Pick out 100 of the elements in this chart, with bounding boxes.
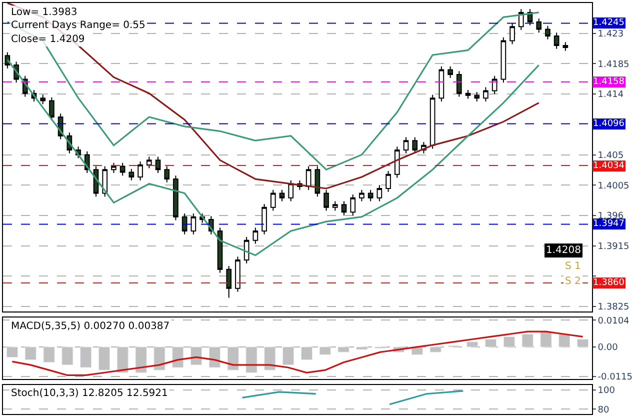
bar	[522, 334, 534, 348]
candlestick	[252, 227, 258, 244]
candlestick	[350, 194, 356, 216]
candlestick	[111, 162, 116, 174]
bar	[540, 331, 552, 348]
bar	[484, 338, 497, 348]
candlestick	[465, 90, 471, 100]
bar	[338, 346, 350, 352]
bar	[80, 346, 92, 368]
candlestick	[279, 189, 285, 202]
line-series	[6, 58, 540, 256]
y-tick-label: 1.423	[598, 30, 624, 40]
y-tick-label: 1.3825	[598, 302, 630, 313]
bar	[116, 346, 128, 373]
bar	[24, 346, 36, 360]
candlestick	[430, 94, 436, 150]
bar	[154, 346, 166, 370]
y-tick-label: 1.3915	[598, 242, 630, 252]
ref-line-label: 1.3860	[593, 278, 625, 288]
annotation: S 2	[565, 276, 581, 287]
y-tick-label: 80	[598, 405, 610, 416]
candlestick	[262, 204, 267, 235]
bar	[6, 346, 18, 358]
candlestick	[128, 168, 134, 181]
candlestick	[341, 200, 347, 216]
y-tick-label: 1.4185	[598, 60, 630, 70]
candlestick	[510, 22, 515, 45]
candlestick	[40, 94, 46, 105]
bar	[430, 346, 442, 352]
candlestick	[483, 86, 488, 102]
candlestick	[376, 184, 382, 202]
bar	[558, 334, 570, 348]
bar	[356, 346, 368, 350]
ref-line-label: 1.4034	[593, 161, 625, 171]
candlestick	[324, 189, 329, 212]
y-tick-label: 1.414	[598, 90, 624, 100]
bar	[264, 346, 276, 370]
bar	[300, 346, 312, 360]
candlestick	[438, 66, 444, 102]
bar	[466, 342, 478, 348]
candlestick	[49, 96, 54, 121]
bar	[43, 346, 55, 363]
annotation: Close= 1.4209	[11, 34, 85, 45]
chart-title: MACD(5,35,5) 0.00270 0.00387	[11, 321, 170, 332]
candlestick	[182, 212, 188, 235]
candlestick	[120, 162, 126, 176]
candlestick	[536, 18, 542, 34]
annotation: Low= 1.3983	[11, 7, 78, 18]
line-series	[11, 330, 584, 376]
candlestick	[164, 166, 170, 183]
candlestick	[500, 36, 506, 84]
bar	[319, 346, 331, 355]
annotation: Current Days Range= 0.55	[11, 20, 146, 31]
bar	[208, 346, 220, 368]
bar	[503, 336, 515, 348]
bar	[190, 346, 202, 366]
candlestick	[190, 212, 196, 235]
candlestick	[288, 180, 294, 202]
candlestick	[562, 42, 568, 52]
y-tick-label: -0.0115	[598, 372, 633, 383]
candlestick	[403, 136, 409, 154]
candlestick	[456, 70, 462, 98]
candlestick	[412, 136, 418, 154]
candlestick	[138, 161, 143, 181]
candlestick	[226, 266, 232, 298]
y-tick-label: 0.00	[598, 343, 618, 354]
candlestick	[235, 256, 240, 292]
candlestick	[270, 189, 276, 212]
candlestick	[359, 189, 364, 202]
candlestick	[332, 200, 338, 212]
bar	[172, 346, 184, 368]
candlestick	[368, 189, 374, 202]
ref-line-label: 1.4096	[593, 119, 625, 129]
ref-line-label: 1.4245	[593, 18, 624, 28]
y-tick-label: 0.0104	[598, 316, 630, 326]
bar	[62, 346, 74, 366]
y-tick-label: 1.4005	[598, 181, 630, 192]
y-tick-label: 100	[598, 386, 616, 396]
candlestick	[217, 227, 223, 274]
candlestick	[554, 32, 560, 50]
chart-title: Stoch(10,3,3) 12.8205 12.5921	[11, 388, 168, 399]
ref-line-label: 1.4158	[593, 77, 625, 87]
candlestick	[173, 175, 178, 221]
bar	[577, 338, 589, 348]
bar	[98, 346, 110, 370]
candlestick	[155, 156, 161, 174]
candlestick	[448, 66, 453, 78]
candlestick	[474, 92, 480, 102]
candlestick	[545, 25, 550, 40]
candlestick	[518, 8, 524, 30]
candlestick	[386, 170, 391, 192]
y-tick-label: 1.405	[598, 150, 624, 161]
annotation: 1.4208	[546, 245, 581, 256]
candlestick	[394, 146, 400, 178]
bar	[246, 346, 258, 373]
bar	[135, 346, 147, 373]
bar	[282, 346, 294, 366]
bar	[227, 346, 239, 370]
candlestick	[146, 156, 152, 169]
annotation: S 1	[565, 261, 581, 272]
